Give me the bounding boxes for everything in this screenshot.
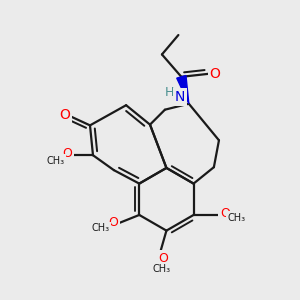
Polygon shape [177,76,189,104]
Text: O: O [209,67,220,81]
Text: O: O [220,207,230,220]
Text: O: O [158,252,168,265]
Text: N: N [175,90,185,104]
Text: O: O [59,108,70,122]
Text: CH₃: CH₃ [153,264,171,274]
Text: CH₃: CH₃ [228,213,246,223]
Text: CH₃: CH₃ [46,156,65,166]
Text: O: O [63,147,73,160]
Text: O: O [108,216,118,229]
Text: CH₃: CH₃ [92,224,110,233]
Text: H: H [165,86,174,99]
